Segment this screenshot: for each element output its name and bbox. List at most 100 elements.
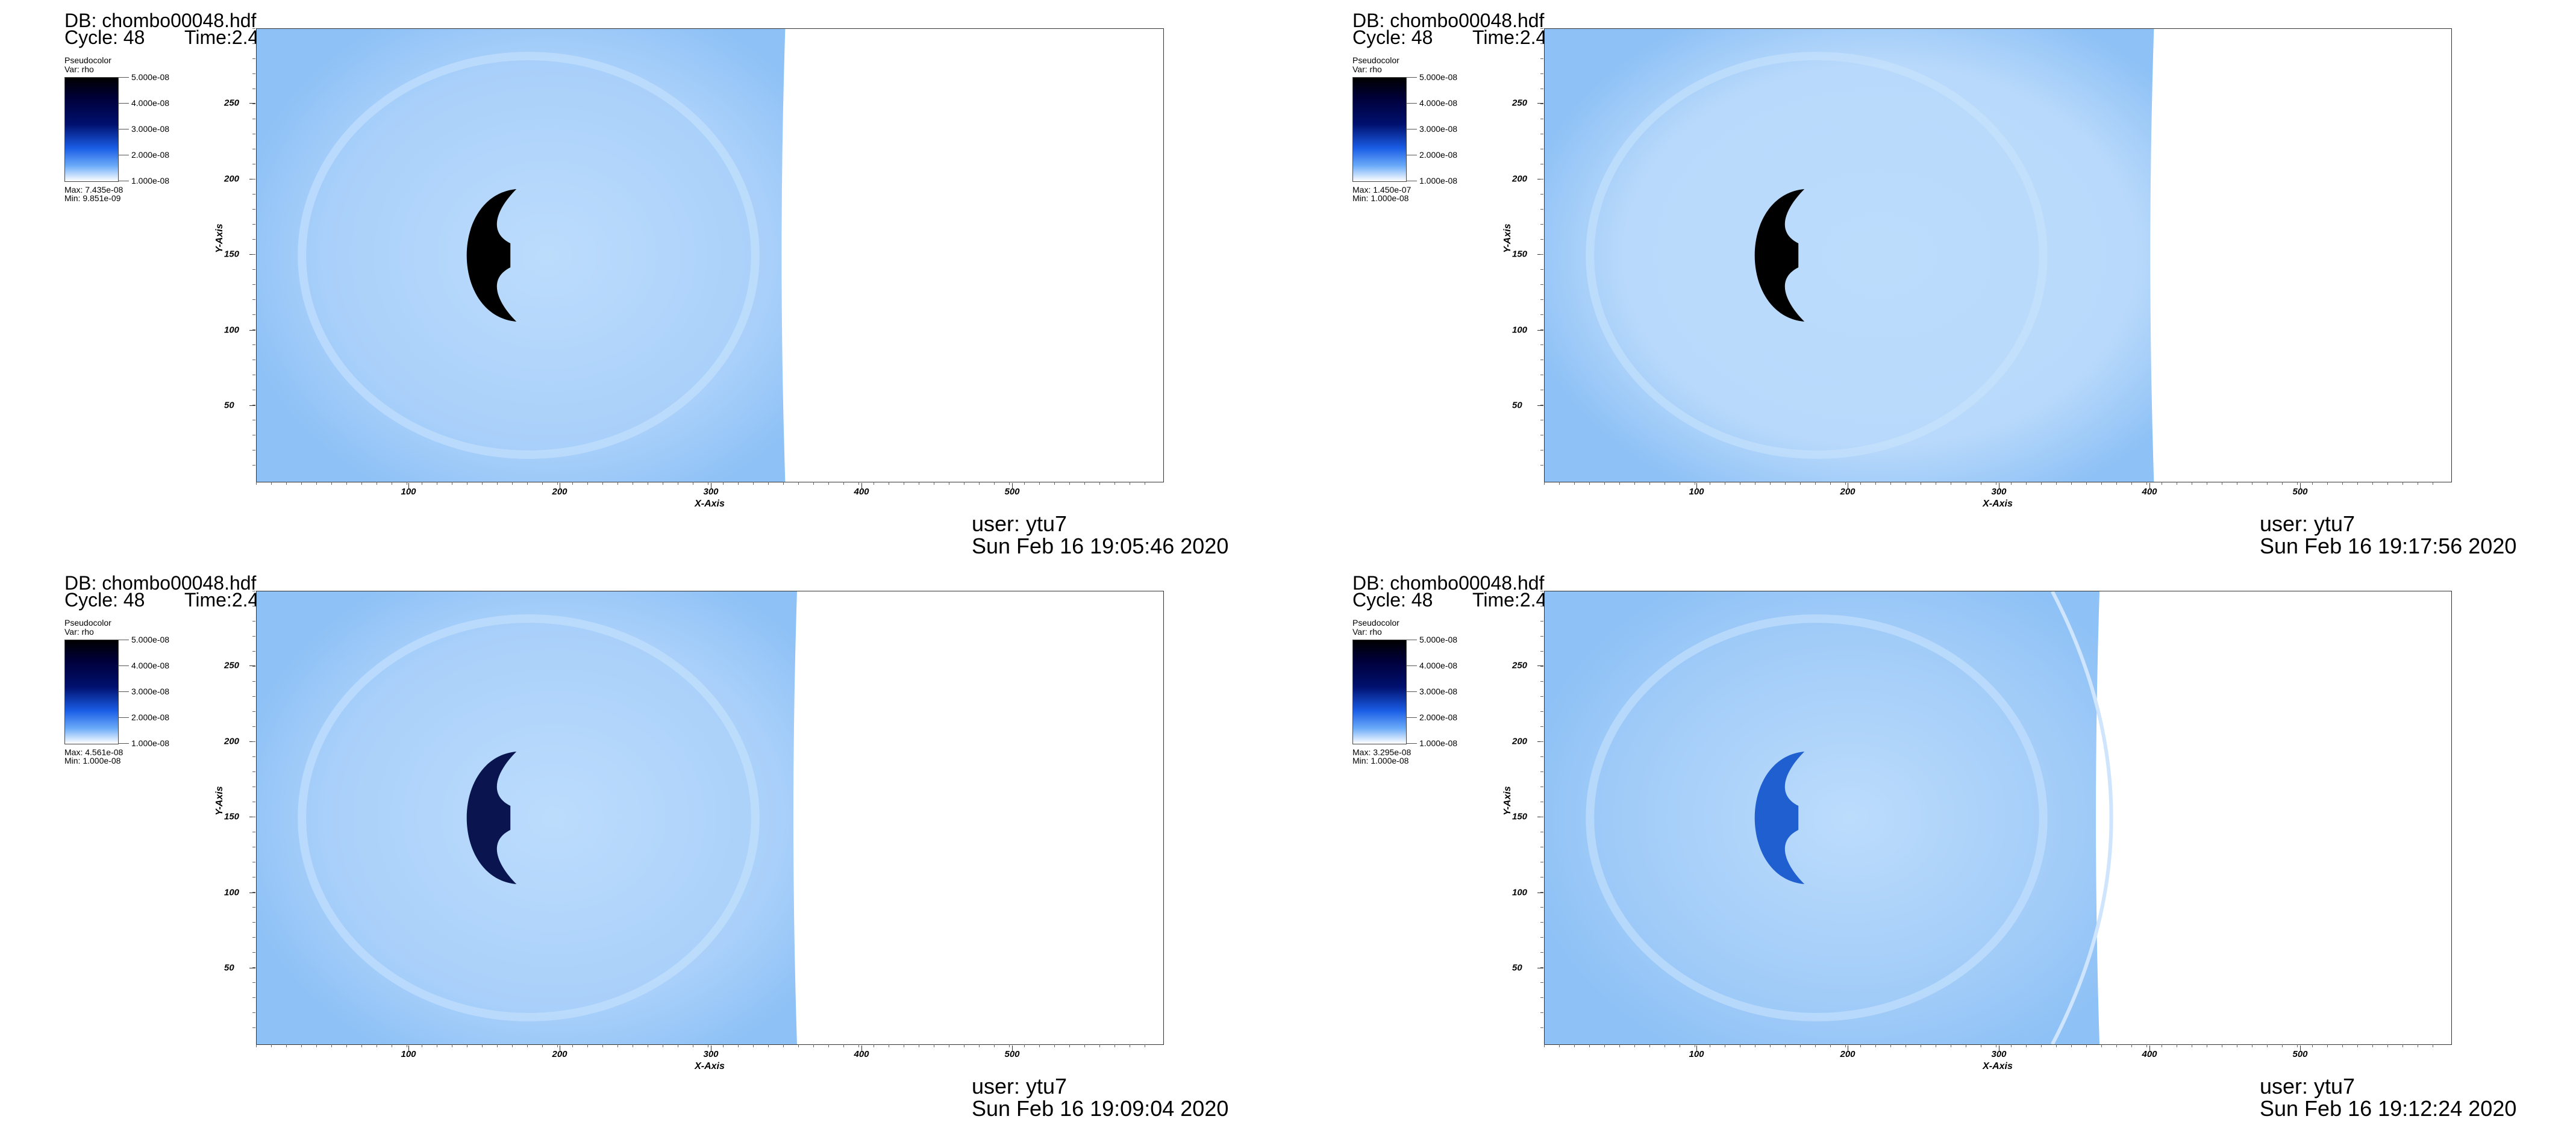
x-axis-minor-tick [1039,1044,1040,1047]
x-axis-minor-tick [602,1044,603,1047]
date-label: Sun Feb 16 19:05:46 2020 [972,534,1229,558]
x-axis-minor-tick [723,1044,724,1047]
x-axis-minor-tick [813,1044,814,1047]
legend-tick-label: 4.000e-08 [131,98,170,108]
legend-tick-label: 5.000e-08 [131,72,170,82]
x-axis-minor-tick [1544,482,1545,485]
y-axis-tick-label: 200 [224,173,240,184]
x-axis-minor-tick [617,1044,618,1047]
shocked-region [1545,29,2154,482]
x-axis-tick [408,483,409,489]
x-axis-minor-tick [994,482,995,485]
x-axis-minor-tick [813,482,814,485]
x-axis-title: X-Axis [1983,1061,2013,1071]
x-axis-minor-tick [1574,1044,1575,1047]
x-axis-minor-tick [587,1044,588,1047]
y-axis-minor-tick [252,741,255,742]
legend-tick-label: 1.000e-08 [131,738,170,748]
x-axis-tick [1012,483,1013,489]
y-axis-minor-tick [1540,997,1543,998]
x-axis-minor-tick [331,482,332,485]
x-axis-minor-tick [256,482,257,485]
legend-tick-label: 1.000e-08 [131,176,170,185]
x-axis-minor-tick [2116,1044,2117,1047]
x-axis-minor-tick [1114,482,1115,485]
legend-max: Max: 1.450e-07 [1352,185,1411,195]
y-axis-tick-label: 200 [224,736,240,747]
y-axis-minor-tick [1540,58,1543,59]
y-axis-minor-tick [1540,209,1543,210]
cycle-label: Cycle: 48 [1352,26,1433,48]
y-axis-minor-tick [1540,982,1543,983]
x-axis-minor-tick [2327,1044,2328,1047]
y-axis-tick [249,103,255,104]
date-label: Sun Feb 16 19:09:04 2020 [972,1096,1229,1121]
x-axis-minor-tick [2071,1044,2072,1047]
x-axis-minor-tick [1815,482,1816,485]
x-axis-minor-tick [768,1044,769,1047]
y-axis-minor-tick [252,952,255,953]
x-axis-tick-label: 500 [1004,1049,1020,1059]
x-axis-tick [1012,1046,1013,1052]
y-axis-minor-tick [1540,636,1543,637]
x-axis-minor-tick [1634,482,1635,485]
y-axis-minor-tick [252,254,255,255]
legend-variable: Var: rho [64,627,94,637]
legend-title: Pseudocolor [1352,55,1399,65]
y-axis-tick-label: 100 [224,325,240,335]
x-axis-tick [861,1046,862,1052]
legend-color-bar [64,77,119,182]
y-axis-minor-tick [252,666,255,667]
x-axis-minor-tick [828,1044,829,1047]
dense-bubble [1754,752,1805,884]
y-axis-tick [249,330,255,331]
dense-bubble [466,752,517,884]
x-axis-minor-tick [994,1044,995,1047]
y-axis-minor-tick [252,892,255,893]
x-axis-tick [861,483,862,489]
x-axis-minor-tick [798,482,799,485]
x-axis-minor-tick [753,482,754,485]
x-axis-tick-label: 200 [552,1049,567,1059]
x-axis-minor-tick [1875,1044,1876,1047]
y-axis-minor-tick [1540,726,1543,727]
y-axis-minor-tick [1540,1012,1543,1013]
y-axis-minor-tick [1540,269,1543,270]
y-axis-minor-tick [252,284,255,285]
x-axis-minor-tick [316,1044,317,1047]
x-axis-tick [2300,483,2301,489]
legend-tick [1406,691,1417,692]
x-axis-minor-tick [783,482,784,485]
y-axis-minor-tick [1540,465,1543,466]
legend-tick [118,743,129,744]
legend-variable: Var: rho [1352,627,1382,637]
y-axis-tick-label: 250 [224,98,240,108]
x-axis-minor-tick [361,482,362,485]
y-axis-minor-tick [1540,696,1543,697]
density-field [1545,591,2113,1044]
x-axis-minor-tick [2116,482,2117,485]
user-label: user: ytu7 [972,511,1068,536]
y-axis-minor-tick [252,937,255,938]
legend-tick-label: 5.000e-08 [131,635,170,644]
cycle-label: Cycle: 48 [64,589,145,611]
legend-tick [118,77,129,78]
x-axis-minor-tick [1890,482,1891,485]
y-axis-tick-label: 200 [1512,736,1528,747]
x-axis-minor-tick [572,1044,573,1047]
x-axis-minor-tick [2056,1044,2057,1047]
plot-area [1544,591,2452,1045]
plot-panel: DB: chombo00048.hdf Cycle: 48 Time:2.4e-05… [1288,0,2576,562]
x-axis-tick-label: 100 [1689,487,1704,497]
x-axis-tick-label: 200 [552,487,567,497]
y-axis-minor-tick [252,907,255,908]
legend-color-bar [1352,640,1407,744]
x-axis-minor-tick [2131,482,2132,485]
x-axis-minor-tick [346,482,347,485]
legend-tick [1406,103,1417,104]
y-axis-tick-label: 250 [224,660,240,671]
x-axis-minor-tick [286,1044,287,1047]
x-axis-title: X-Axis [1983,499,2013,509]
legend-min: Min: 1.000e-08 [64,756,121,765]
x-axis-minor-tick [2387,482,2388,485]
